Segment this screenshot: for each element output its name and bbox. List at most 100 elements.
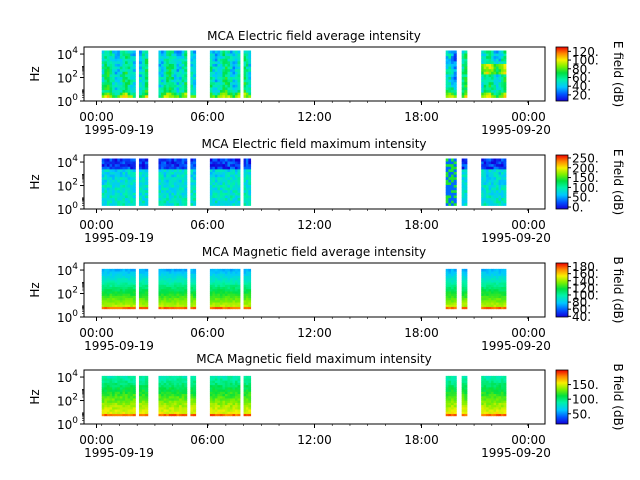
heatmap-cell [445, 306, 449, 310]
heatmap-cell [222, 295, 226, 299]
heatmap-cell [491, 81, 494, 85]
heatmap-cell [171, 74, 175, 78]
heatmap-cell [498, 409, 502, 412]
heatmap-cell [168, 393, 172, 397]
heatmap-cell [212, 50, 216, 54]
heatmap-cell [222, 60, 226, 64]
heatmap-cell [217, 404, 221, 408]
heatmap-cell [193, 273, 197, 276]
heatmap-cell [496, 158, 499, 162]
heatmap-cell [232, 189, 236, 193]
heatmap-cell [235, 197, 238, 201]
heatmap-cell [106, 195, 110, 199]
heatmap-cell [235, 284, 238, 288]
heatmap-cell [117, 411, 121, 414]
heatmap-cell [481, 389, 485, 392]
heatmap-cell [235, 389, 238, 392]
heatmap-cell [184, 275, 188, 279]
heatmap-cell [209, 400, 213, 403]
heatmap-cell [212, 279, 216, 283]
heatmap-cell [112, 202, 116, 206]
heatmap-cell [158, 398, 162, 401]
heatmap-cell [453, 176, 457, 180]
heatmap-cell [161, 84, 165, 88]
heatmap-cell [114, 384, 118, 388]
heatmap-cell [117, 171, 121, 175]
heatmap-cell [214, 389, 218, 392]
heatmap-cell [176, 375, 180, 379]
heatmap-cell [193, 400, 197, 403]
heatmap-cell [193, 189, 197, 193]
heatmap-cell [481, 375, 485, 379]
heatmap-cell [212, 284, 216, 288]
heatmap-cell [481, 302, 485, 305]
heatmap-cell [483, 295, 487, 299]
heatmap-cell [217, 295, 221, 299]
heatmap-cell [173, 389, 177, 392]
heatmap-cell [237, 293, 241, 296]
heatmap-cell [498, 171, 502, 175]
heatmap-cell [227, 304, 231, 307]
heatmap-cell [193, 297, 197, 301]
heatmap-cell [114, 197, 118, 201]
heatmap-cell [496, 187, 499, 191]
heatmap-cell [144, 84, 149, 88]
data-segment [445, 268, 457, 310]
heatmap-cell [503, 395, 507, 399]
heatmap-cell [503, 161, 507, 165]
heatmap-cell [117, 380, 121, 383]
heatmap-cell [122, 404, 126, 408]
heatmap-cell [243, 391, 247, 395]
heatmap-cell [245, 389, 249, 392]
heatmap-cell [227, 286, 231, 290]
heatmap-cell [141, 393, 146, 397]
heatmap-cell [486, 163, 490, 167]
heatmap-cell [224, 378, 228, 381]
heatmap-cell [173, 375, 177, 379]
heatmap-cell [491, 398, 494, 401]
heatmap-cell [141, 389, 146, 392]
heatmap-cell [184, 76, 188, 80]
heatmap-cell [227, 166, 231, 170]
heatmap-cell [190, 74, 194, 78]
heatmap-cell [184, 161, 188, 165]
heatmap-cell [141, 275, 146, 279]
heatmap-cell [163, 168, 167, 172]
heatmap-cell [219, 404, 223, 408]
heatmap-cell [491, 84, 494, 88]
heatmap-cell [132, 275, 136, 279]
heatmap-cell [237, 277, 241, 281]
heatmap-cell [481, 398, 485, 401]
heatmap-cell [193, 58, 197, 62]
heatmap-cell [109, 187, 113, 191]
heatmap-cell [498, 302, 502, 305]
heatmap-cell [171, 50, 175, 54]
heatmap-cell [209, 171, 213, 175]
heatmap-cell [173, 192, 177, 196]
heatmap-cell [117, 404, 121, 408]
heatmap-cell [464, 402, 468, 406]
heatmap-cell [212, 411, 216, 414]
heatmap-cell [173, 66, 177, 70]
colorbar-tick-label: 40. [572, 310, 591, 324]
heatmap-cell [451, 404, 455, 408]
heatmap-cell [451, 89, 455, 93]
heatmap-cell [229, 302, 233, 305]
heatmap-cell [491, 187, 494, 191]
heatmap-cell [122, 288, 126, 292]
heatmap-cell [125, 71, 129, 75]
heatmap-cell [227, 398, 231, 401]
heatmap-cell [445, 275, 449, 279]
heatmap-cell [138, 380, 143, 383]
heatmap-cell [109, 92, 113, 96]
heatmap-cell [168, 50, 172, 54]
heatmap-cell [245, 288, 249, 292]
heatmap-cell [448, 171, 452, 175]
heatmap-cell [173, 197, 177, 201]
heatmap-cell [448, 277, 452, 281]
heatmap-cell [483, 189, 487, 193]
heatmap-cell [491, 174, 494, 178]
heatmap-cell [132, 74, 136, 78]
heatmap-cell [229, 293, 233, 296]
heatmap-cell [483, 297, 487, 301]
